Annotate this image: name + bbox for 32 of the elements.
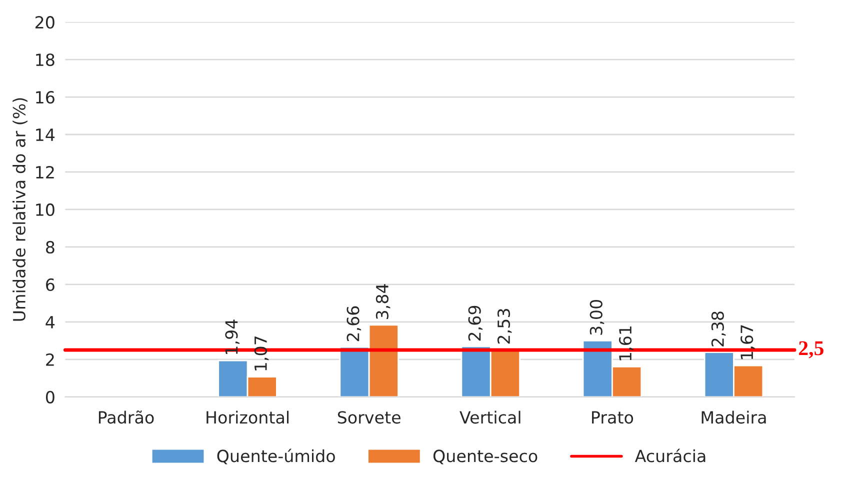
y-tick-label: 8 bbox=[46, 240, 54, 254]
x-tick-label: Prato bbox=[592, 411, 634, 424]
data-label: 3,00 bbox=[590, 300, 604, 335]
y-tick-label: 12 bbox=[36, 166, 54, 178]
data-label: 1,07 bbox=[254, 336, 269, 370]
x-tick-label: Padrão bbox=[98, 410, 154, 424]
y-tick-label: 2 bbox=[46, 353, 54, 366]
data-label: 2,69 bbox=[468, 306, 483, 341]
y-tick-label: 0 bbox=[46, 390, 54, 404]
x-tick-label: Sorvete bbox=[338, 411, 400, 424]
y-tick-label: 20 bbox=[36, 16, 54, 29]
y-tick-label: 18 bbox=[36, 53, 54, 66]
x-tick-label: Horizontal bbox=[206, 410, 289, 424]
y-axis-title: Umidade relativa do ar (%) bbox=[12, 98, 28, 321]
x-tick-label: Vertical bbox=[460, 410, 520, 424]
y-tick-label: 4 bbox=[46, 316, 55, 328]
data-label: 1,67 bbox=[740, 325, 755, 360]
data-label: 2,66 bbox=[346, 306, 362, 342]
y-tick-label: 16 bbox=[36, 90, 54, 104]
legend-label: Quente-seco bbox=[433, 450, 538, 464]
y-tick-label: 10 bbox=[36, 203, 54, 216]
y-tick-label: 6 bbox=[46, 278, 54, 292]
text: 2,5 bbox=[799, 341, 824, 358]
x-tick-label: Madeira bbox=[702, 410, 766, 424]
legend-label: Acurácia bbox=[634, 448, 706, 462]
y-tick-label: 14 bbox=[36, 128, 55, 141]
data-label: 2,53 bbox=[497, 309, 512, 344]
legend-label: Quente-úmido bbox=[217, 448, 335, 464]
data-label: 3,84 bbox=[376, 284, 390, 319]
data-label: 1,94 bbox=[225, 320, 240, 354]
data-label: 1,61 bbox=[619, 326, 634, 360]
data-label: 2,38 bbox=[711, 312, 726, 346]
